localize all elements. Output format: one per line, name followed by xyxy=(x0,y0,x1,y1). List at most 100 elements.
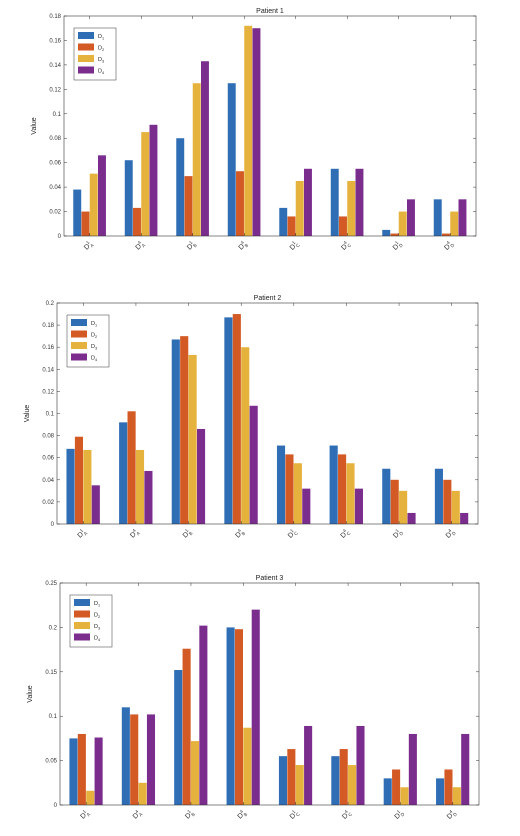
legend-label-main: D xyxy=(94,601,98,607)
x-tick-label-sub: C xyxy=(346,530,352,536)
y-tick-label: 0.08 xyxy=(49,136,61,142)
legend-label-4: D4 xyxy=(94,636,100,643)
x-tick-label-main: D xyxy=(129,531,138,540)
y-tick-label: 0.04 xyxy=(42,478,54,484)
legend-swatch-3 xyxy=(71,342,87,349)
legend-swatch-1 xyxy=(74,599,90,606)
y-tick-label: 0.06 xyxy=(49,161,61,167)
x-tick-label-text: D4D xyxy=(445,808,459,822)
x-tick-label: D1D xyxy=(392,528,404,540)
y-tick-label: 0.2 xyxy=(46,301,55,307)
x-tick-label: D1D xyxy=(390,239,404,253)
legend-label-main: D xyxy=(91,344,95,350)
legend-swatch-3 xyxy=(78,55,94,62)
y-tick-label: 0 xyxy=(54,803,58,809)
chart-svg-patient-2: 0 0.02 0.04 0.06 0.08 0.1 0.12 0.14 0.16 0.18 0.2 D… xyxy=(24,295,479,541)
y-tick-label: 0.16 xyxy=(49,38,61,44)
legend-label-main: D xyxy=(98,69,102,75)
x-tick-label-main: D xyxy=(83,243,92,252)
x-tick-label-sup: 1 xyxy=(394,240,400,246)
x-tick-label-main: D xyxy=(77,531,86,540)
bar-series-4-cat-6 xyxy=(356,725,365,805)
plot-area-frame xyxy=(59,582,480,806)
bar-series-2-cat-5 xyxy=(287,216,296,236)
bar-series-3-cat-3 xyxy=(190,741,200,805)
bar-series-3-cat-8 xyxy=(452,787,461,805)
legend-label-main: D xyxy=(91,321,95,327)
bar-series-1-cat-2 xyxy=(124,160,133,236)
bar-series-1-cat-7 xyxy=(382,229,391,236)
bar-series-1-cat-3 xyxy=(176,138,185,236)
legend-swatch-2 xyxy=(74,610,90,618)
bar-series-2-cat-2 xyxy=(130,714,139,805)
y-tick-label: 0.04 xyxy=(49,185,61,191)
x-tick-label-text: D4B xyxy=(233,527,246,540)
bar-series-3-cat-2 xyxy=(135,449,145,524)
x-tick-label-main: D xyxy=(289,812,298,821)
bar-series-1-cat-8 xyxy=(434,468,443,524)
legend-label-sub: 2 xyxy=(95,335,97,339)
bar-series-1-cat-1 xyxy=(66,448,75,524)
x-tick-label-sup: 1 xyxy=(291,240,297,246)
x-tick-label-text: D1B xyxy=(185,239,198,252)
bar-series-4-cat-8 xyxy=(460,512,469,524)
bar-series-1-cat-6 xyxy=(329,445,338,524)
legend-label-sub: 4 xyxy=(102,71,104,75)
x-tick-label-sub: B xyxy=(188,531,194,537)
y-tick-label: 0.02 xyxy=(49,210,61,216)
x-tick-label-text: D1D xyxy=(390,239,404,253)
x-tick-label: D4B xyxy=(237,809,249,821)
x-tick-label-main: D xyxy=(79,812,88,821)
bar-series-1-cat-8 xyxy=(436,778,445,805)
legend-swatch-1 xyxy=(71,319,87,326)
x-tick-label-sup: 1 xyxy=(394,528,400,534)
x-tick-label-sup: 4 xyxy=(239,809,245,815)
bar-series-2-cat-5 xyxy=(285,454,294,524)
legend-label-sub: 3 xyxy=(102,60,104,64)
bar-series-3-cat-6 xyxy=(346,463,355,524)
x-tick-label-text: D1C xyxy=(287,239,301,253)
x-tick-label-main: D xyxy=(392,243,401,252)
bar-series-3-cat-4 xyxy=(243,727,252,805)
x-tick-label-sup: 4 xyxy=(137,240,143,246)
bar-series-3-cat-1 xyxy=(83,449,92,524)
legend-label-sub: 1 xyxy=(95,324,97,328)
x-tick-label-main: D xyxy=(394,812,403,821)
bar-series-2-cat-7 xyxy=(390,479,399,524)
legend-label-3: D3 xyxy=(98,57,104,64)
x-tick-label-sub: A xyxy=(83,530,89,536)
y-tick-label: 0.1 xyxy=(46,412,55,418)
bar-series-3-cat-8 xyxy=(450,211,459,236)
bar-series-2-cat-6 xyxy=(339,216,347,236)
legend-label-sub: 3 xyxy=(95,347,97,351)
y-tick-label: 0.16 xyxy=(42,345,54,351)
x-tick-label-text: D4C xyxy=(338,527,352,541)
bar-series-2-cat-3 xyxy=(182,648,191,805)
legend-label-sub: 1 xyxy=(102,37,104,41)
bar-series-4-cat-4 xyxy=(252,28,261,236)
x-tick-label-sub: B xyxy=(192,243,198,249)
bar-series-3-cat-2 xyxy=(138,782,147,805)
x-tick-label-main: D xyxy=(392,531,401,540)
bar-series-4-cat-2 xyxy=(146,714,156,805)
x-tick-label-sub: D xyxy=(451,530,457,536)
legend-swatch-3 xyxy=(74,622,90,629)
x-tick-label: D4D xyxy=(445,528,457,540)
x-tick-label-sup: 1 xyxy=(186,809,192,815)
x-tick-label-text: D1A xyxy=(82,238,96,252)
bar-series-3-cat-3 xyxy=(192,83,201,236)
bar-series-4-cat-8 xyxy=(458,199,467,236)
x-tick-label: D1A xyxy=(77,528,89,540)
x-tick-label-sub: C xyxy=(295,811,301,817)
x-tick-label-sup: 4 xyxy=(448,809,454,815)
legend-swatch-4 xyxy=(78,66,94,74)
x-tick-label-sup: 4 xyxy=(342,528,348,534)
bar-series-1-cat-3 xyxy=(171,339,180,524)
bar-series-3-cat-4 xyxy=(241,347,250,524)
x-tick-label-sub: C xyxy=(293,530,299,536)
legend-label-main: D xyxy=(94,624,98,630)
legend-label-1: D1 xyxy=(94,601,100,608)
x-tick-label-text: D1B xyxy=(180,527,193,540)
legend-label-sub: 1 xyxy=(98,604,100,608)
legend-label-4: D4 xyxy=(91,356,97,363)
